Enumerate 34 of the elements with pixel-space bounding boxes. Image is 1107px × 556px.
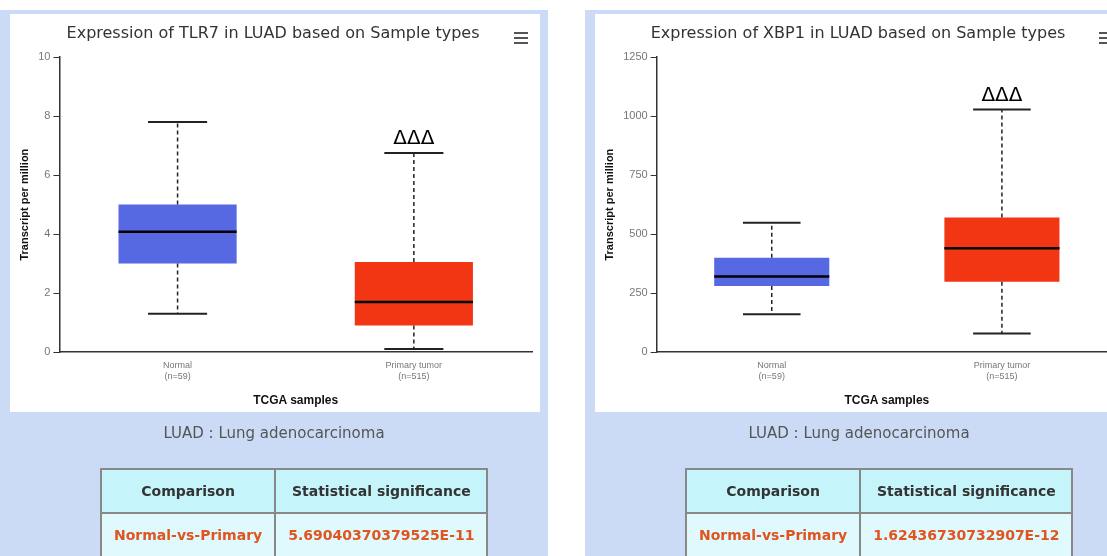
y-tick-label: 0	[44, 345, 51, 358]
text: Comparison	[101, 469, 276, 513]
text: Statistical significance	[860, 469, 1073, 513]
text: Normal-vs-Primary	[686, 513, 861, 556]
y-tick-label: 250	[629, 286, 648, 299]
y-tick-label: 8	[44, 109, 51, 122]
y-tick-label: 6	[44, 168, 51, 181]
y-axis-title: Transcript per million	[17, 148, 30, 261]
text: LUAD : Lung adenocarcinoma	[747, 424, 971, 442]
x-axis-title: TCGA samples	[844, 393, 930, 408]
x-axis-title: TCGA samples	[253, 393, 339, 408]
y-tick-label: 2	[44, 286, 51, 299]
text: Normal-vs-Primary	[101, 513, 276, 556]
text: 5.69040370379525E-11	[275, 513, 488, 556]
annotation: ΔΔΔ	[393, 125, 435, 150]
y-tick-label: 500	[629, 227, 648, 240]
y-tick-label: 0	[641, 345, 648, 358]
text: 1.62436730732907E-12	[860, 513, 1073, 556]
y-tick-label: 750	[629, 168, 648, 181]
y-tick-label: 1250	[623, 50, 648, 63]
y-axis-title: Transcript per million	[602, 148, 615, 261]
y-tick-label: 1000	[623, 109, 648, 122]
chart-title: Expression of XBP1 in LUAD based on Sample types	[650, 22, 1066, 42]
chart-title: Expression of TLR7 in LUAD based on Sample types	[66, 22, 480, 42]
text: LUAD : Lung adenocarcinoma	[162, 424, 386, 442]
y-tick-label: 4	[44, 227, 51, 240]
y-tick-label: 10	[38, 50, 51, 63]
text: Comparison	[686, 469, 861, 513]
x-tick-label: Primary tumor (n=515)	[385, 359, 443, 381]
x-tick-label: Primary tumor (n=515)	[973, 359, 1031, 381]
x-tick-label: Normal (n=59)	[163, 359, 193, 381]
x-tick-label: Normal (n=59)	[757, 359, 787, 381]
text: Statistical significance	[275, 469, 488, 513]
annotation: ΔΔΔ	[981, 81, 1023, 106]
